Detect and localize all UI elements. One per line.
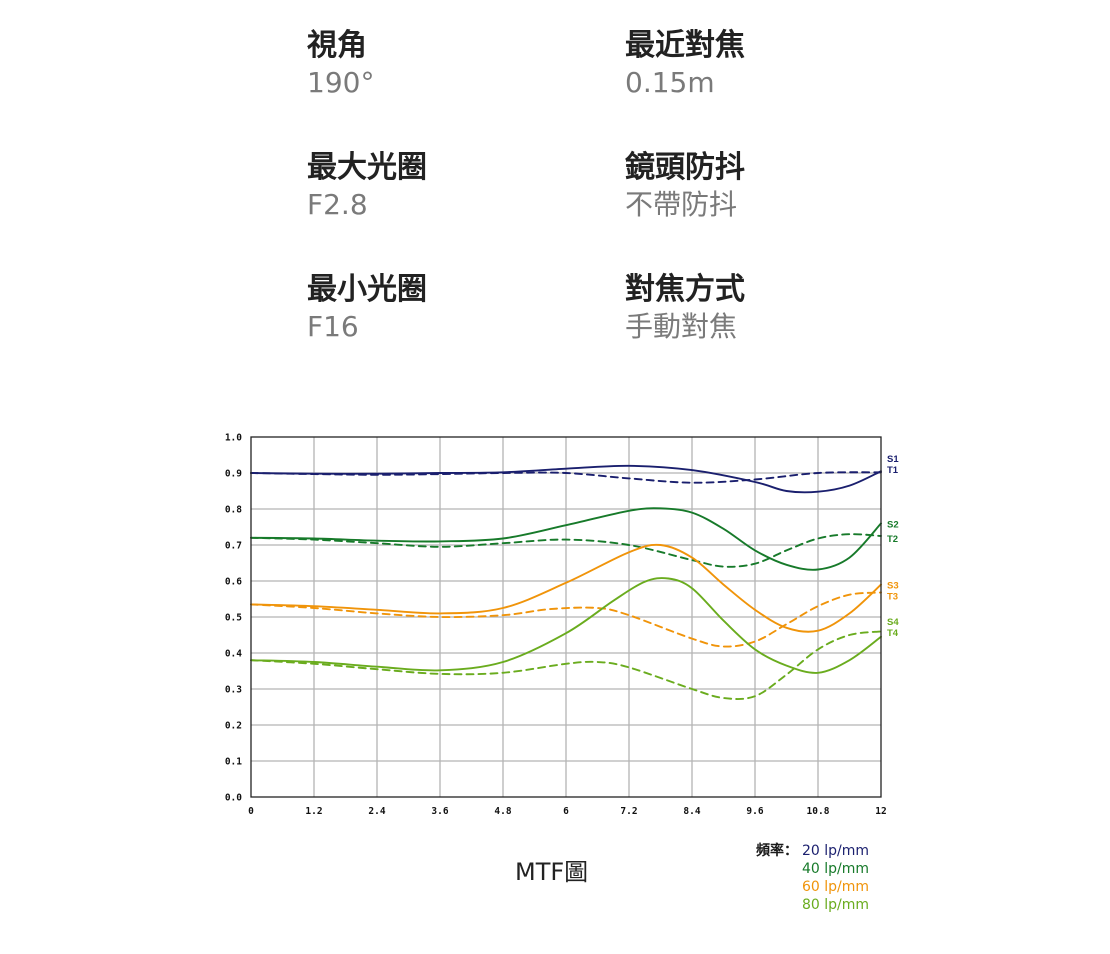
spec-field-of-view: 視角 190° (307, 28, 374, 102)
series-label-t4: T4 (887, 628, 899, 639)
x-tick-label: 12 (875, 806, 886, 817)
y-tick-label: 0.8 (225, 505, 242, 516)
y-tick-label: 0.7 (225, 541, 242, 552)
axis-ticks: 0 1.2 2.4 3.6 4.8 6 7.2 8.4 9.6 10.8 12 0.0 0.1 0.2 0.… (225, 433, 887, 818)
x-tick-label: 0 (248, 806, 254, 817)
y-tick-label: 0.3 (225, 685, 242, 696)
spec-label: 最大光圈 (307, 150, 427, 185)
legend-entry-80: 80 lp/mm (802, 897, 870, 913)
x-tick-label: 4.8 (494, 806, 511, 817)
grid (251, 437, 881, 797)
spec-stabilization: 鏡頭防抖 不帶防抖 (625, 150, 745, 224)
spec-label: 最小光圈 (307, 272, 427, 307)
series-line-s2 (250, 507, 882, 571)
y-tick-label: 0.4 (225, 649, 242, 660)
x-tick-label: 8.4 (683, 806, 700, 817)
spec-max-aperture: 最大光圈 F2.8 (307, 150, 427, 224)
series-line-s4 (250, 577, 882, 674)
x-tick-label: 7.2 (620, 806, 637, 817)
x-tick-label: 2.4 (368, 806, 385, 817)
series-line-s3 (250, 543, 882, 633)
y-tick-label: 1.0 (225, 433, 242, 444)
series-line-t1 (250, 471, 882, 484)
series-label-s4: S4 (887, 617, 899, 628)
spec-value: 0.15m (625, 66, 715, 99)
series-label-s1: S1 (887, 454, 899, 465)
series-label-s2: S2 (887, 519, 899, 530)
series-lines (250, 464, 882, 700)
spec-min-aperture: 最小光圈 F16 (307, 272, 427, 346)
y-tick-label: 0.1 (225, 757, 242, 768)
x-tick-label: 9.6 (746, 806, 763, 817)
y-tick-label: 0.0 (225, 793, 242, 804)
plot-frame (250, 436, 882, 798)
spec-value: F16 (307, 310, 359, 343)
spec-value: 190° (307, 66, 375, 99)
series-line-t4 (250, 630, 882, 700)
series-label-t2: T2 (887, 534, 898, 545)
spec-label: 視角 (307, 28, 367, 63)
y-tick-label: 0.6 (225, 577, 242, 588)
spec-value: 手動對焦 (625, 310, 738, 343)
chart-caption: MTF圖 (515, 858, 589, 886)
legend-entry-60: 60 lp/mm (802, 879, 870, 895)
y-tick-label: 0.5 (225, 613, 242, 624)
x-tick-label: 10.8 (807, 806, 830, 817)
spec-value: F2.8 (307, 188, 368, 221)
y-tick-label: 0.2 (225, 721, 242, 732)
legend-title: 頻率： (756, 843, 798, 859)
frequency-legend: 頻率： 20 lp/mm 40 lp/mm 60 lp/mm 80 lp/mm (756, 842, 869, 914)
spec-min-focus: 最近對焦 0.15m (625, 28, 745, 102)
y-tick-label: 0.9 (225, 469, 242, 480)
legend-entry-40: 40 lp/mm (802, 861, 870, 877)
spec-label: 最近對焦 (625, 28, 745, 63)
x-tick-label: 1.2 (305, 806, 322, 817)
series-line-s1 (250, 464, 882, 494)
series-label-t1: T1 (887, 465, 899, 476)
series-line-t2 (250, 533, 882, 568)
series-label-t3: T3 (887, 592, 898, 603)
spec-focus-mode: 對焦方式 手動對焦 (625, 272, 745, 346)
series-line-t3 (250, 591, 882, 648)
x-tick-label: 6 (563, 806, 569, 817)
spec-label: 鏡頭防抖 (625, 150, 745, 185)
x-tick-label: 3.6 (431, 806, 448, 817)
series-label-s3: S3 (887, 581, 899, 592)
legend-entry-20: 20 lp/mm (802, 843, 870, 859)
spec-label: 對焦方式 (625, 272, 745, 307)
spec-value: 不帶防抖 (625, 188, 738, 221)
